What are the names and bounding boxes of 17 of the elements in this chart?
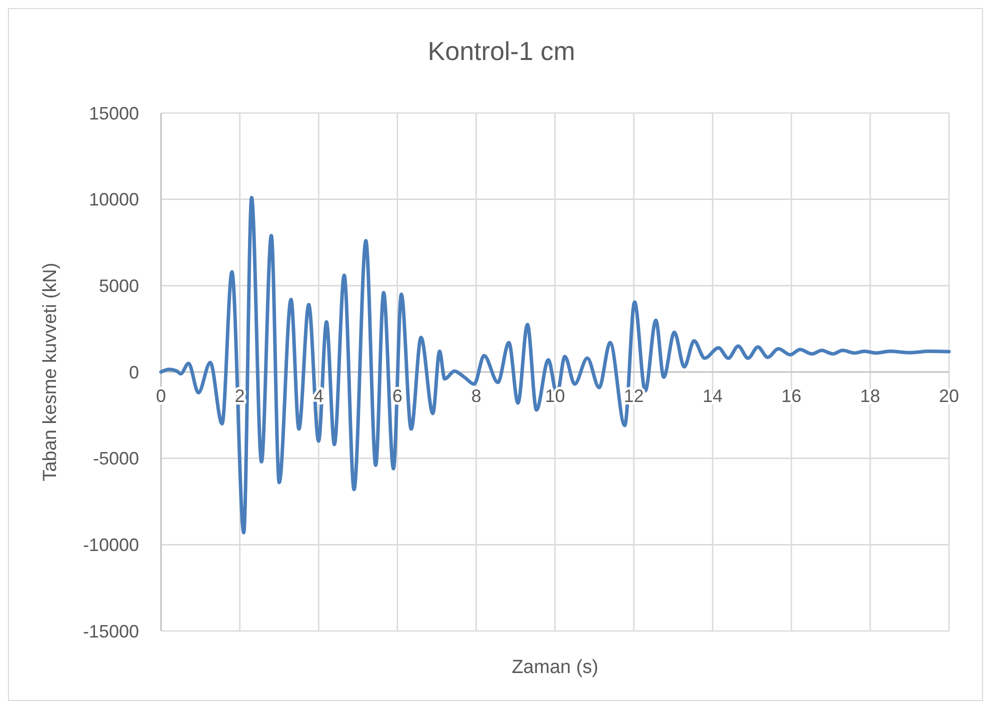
y-tick-label: -5000 bbox=[92, 448, 139, 469]
x-tick-label: 16 bbox=[781, 386, 802, 406]
y-tick-label: -10000 bbox=[82, 534, 139, 555]
y-axis-title: Taban kesme kuvveti (kN) bbox=[40, 262, 61, 482]
x-tick-label: 10 bbox=[544, 386, 566, 406]
y-tick-label: 0 bbox=[128, 362, 139, 382]
y-tick-label: -15000 bbox=[82, 621, 139, 642]
x-tick-label: 0 bbox=[156, 386, 166, 406]
x-axis-title: Zaman (s) bbox=[512, 657, 598, 678]
y-tick-label: 5000 bbox=[98, 276, 139, 296]
y-tick-label: 15000 bbox=[88, 103, 139, 124]
x-tick-label: 14 bbox=[702, 386, 723, 406]
chart-title: Kontrol-1 cm bbox=[428, 36, 576, 66]
x-tick-label: 18 bbox=[860, 386, 880, 406]
x-tick-label: 8 bbox=[471, 386, 482, 406]
x-tick-label: 20 bbox=[938, 386, 960, 406]
y-tick-label: 10000 bbox=[88, 190, 139, 210]
